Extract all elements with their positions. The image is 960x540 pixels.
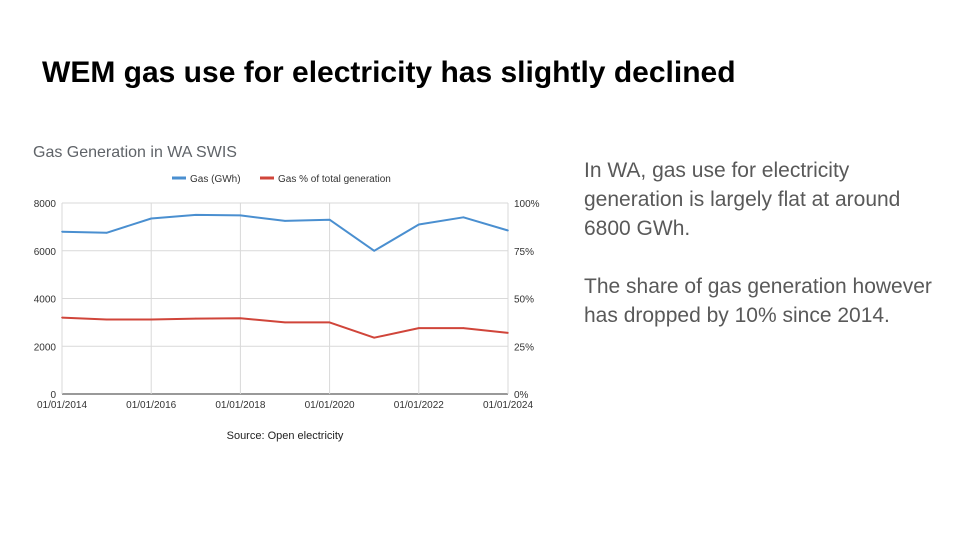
data-point [373,336,376,339]
data-point [328,218,331,221]
data-point [418,327,420,329]
y-left-tick-label: 6000 [34,247,57,258]
series-line-2 [61,316,509,339]
x-tick-label: 01/01/2018 [215,400,265,411]
legend-label: Gas % of total generation [278,174,391,185]
data-point [462,327,465,329]
x-tick-label: 01/01/2016 [126,400,176,411]
legend-label: Gas (GWh) [190,174,241,185]
y-left-tick-label: 2000 [34,342,57,353]
data-point [105,318,108,321]
x-tick-label: 01/01/2020 [305,400,355,411]
data-point [150,217,152,220]
y-right-tick-label: 100% [514,199,540,210]
slide-title: WEM gas use for electricity has slightly… [42,56,736,89]
y-right-tick-label: 0% [514,390,529,401]
line-chart: Gas Generation in WA SWIS 0 2000 4000 6000 8… [33,144,540,442]
y-right-tick-label: 75% [514,247,534,258]
chart-container: Gas Generation in WA SWIS 0 2000 4000 6000 8… [0,130,560,450]
x-tick-label: 01/01/2014 [37,400,87,411]
data-point [462,216,465,219]
data-point [150,318,152,321]
data-point [418,223,420,226]
data-point [61,230,63,233]
chart-source: Source: Open electricity [227,430,344,442]
x-tick-label: 01/01/2022 [394,400,444,411]
data-point [105,232,108,234]
body-text: In WA, gas use for electricity generatio… [584,156,934,359]
data-point [284,220,286,222]
y-right-tick-label: 50% [514,295,534,306]
body-paragraph-2: The share of gas generation however has … [584,275,932,327]
data-point [239,317,242,319]
body-paragraph-1: In WA, gas use for electricity generatio… [584,159,901,240]
data-point [507,332,509,334]
y-right-tick-label: 25% [514,342,534,353]
x-tick-label: 01/01/2024 [483,400,533,411]
data-point [239,214,242,217]
y-left-tick-label: 0 [50,390,56,401]
data-point [195,214,197,216]
data-point [507,229,509,232]
data-point [195,317,197,320]
chart-title: Gas Generation in WA SWIS [33,144,237,161]
data-point [284,321,286,324]
y-left-tick-label: 4000 [34,295,57,306]
data-point [61,316,63,319]
data-point [328,321,331,324]
y-left-tick-label: 8000 [34,199,57,210]
data-point [373,249,376,252]
